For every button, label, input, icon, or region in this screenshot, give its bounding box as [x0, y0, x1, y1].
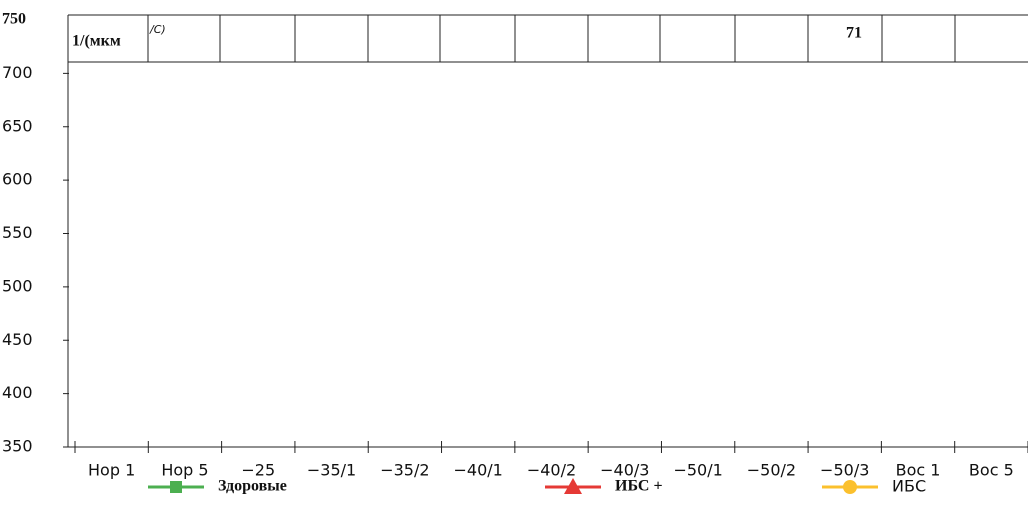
x-tick-label: Вос 1: [896, 461, 941, 480]
marker: [170, 481, 182, 493]
y-tick-label: 350: [2, 437, 33, 456]
x-tick-label: −35/1: [307, 461, 356, 480]
y-tick-label: 450: [2, 330, 33, 349]
annotation: 71: [846, 25, 862, 42]
marker: [564, 478, 582, 494]
y-tick-label: 700: [2, 63, 33, 82]
y-tick-label: 500: [2, 276, 33, 295]
x-tick-label: −40/1: [454, 461, 503, 480]
x-tick-label: −50/2: [747, 461, 796, 480]
header-strip: [67, 14, 1028, 63]
y-tick-label: 650: [2, 116, 33, 135]
y-axis-label: 1/(мкм: [72, 33, 121, 50]
marker: [843, 480, 857, 494]
y-tick-label: 750: [2, 11, 26, 28]
legend-item: ИБС +: [545, 478, 663, 495]
y-tick-label: 550: [2, 223, 33, 242]
x-tick-label: Вос 5: [969, 461, 1014, 480]
x-tick-label: −50/3: [820, 461, 869, 480]
legend-label: ИБС +: [615, 478, 663, 495]
x-tick-label: −40/2: [527, 461, 576, 480]
x-tick-label: Нор 5: [161, 461, 208, 480]
y-tick-label: 600: [2, 170, 33, 189]
x-tick-label: −25: [241, 461, 275, 480]
legend-item: Здоровые: [148, 478, 287, 495]
legend-item: ИБС: [822, 477, 926, 496]
x-tick-label: −50/1: [673, 461, 722, 480]
x-tick-label: Нор 1: [88, 461, 135, 480]
legend-label: Здоровые: [218, 478, 287, 495]
y-axis-unit: /C): [149, 23, 166, 36]
legend-label: ИБС: [892, 477, 926, 496]
x-tick-label: −40/3: [600, 461, 649, 480]
y-tick-label: 400: [2, 383, 33, 402]
x-tick-label: −35/2: [380, 461, 429, 480]
